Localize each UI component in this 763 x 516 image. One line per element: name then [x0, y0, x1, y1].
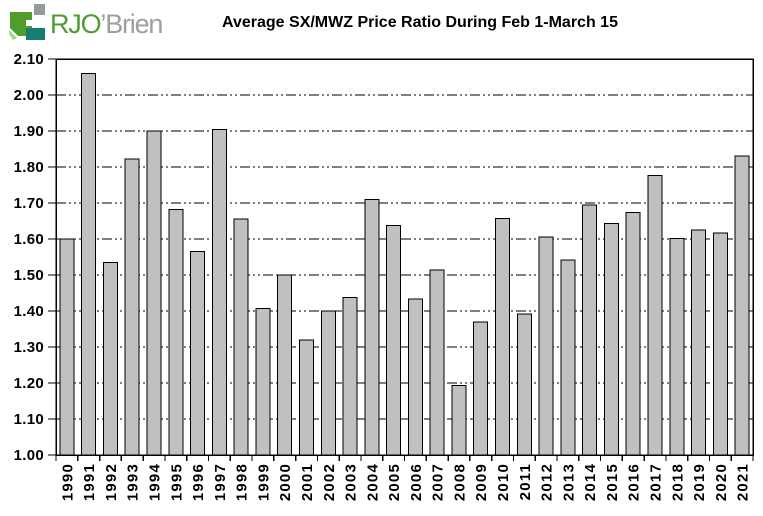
x-axis-label: 1990	[59, 463, 76, 501]
x-axis-label: 2008	[452, 463, 469, 501]
bar-2013	[560, 259, 576, 456]
bar-1992	[103, 261, 118, 456]
x-axis-label: 2004	[364, 463, 381, 501]
rjobrien-logo: RJO’Brien	[9, 3, 163, 43]
bar-2020	[712, 232, 728, 456]
y-axis-label: 1.40	[14, 303, 44, 320]
bar-2021	[734, 155, 750, 456]
bar-2012	[538, 236, 554, 456]
x-axis-label: 1994	[147, 463, 164, 501]
x-axis-label: 2013	[560, 463, 577, 501]
x-axis-label: 2001	[299, 463, 316, 501]
x-axis-label: 1996	[190, 463, 207, 501]
bar-1995	[168, 209, 184, 456]
logo-text-brien: ’Brien	[100, 9, 163, 39]
y-axis-label: 1.70	[14, 195, 44, 212]
bar-2006	[407, 298, 423, 456]
bar-2019	[691, 229, 706, 456]
y-axis-label: 1.10	[14, 411, 44, 428]
bar-2014	[582, 204, 598, 456]
x-axis-label: 1992	[103, 463, 120, 501]
bar-1997	[211, 129, 227, 456]
bar-2000	[277, 274, 293, 456]
x-axis-label: 2002	[321, 463, 338, 501]
bar-2011	[516, 313, 532, 456]
rjobrien-logo-icon	[9, 4, 45, 40]
x-axis-label: 2018	[669, 463, 686, 501]
x-axis-label: 2019	[691, 463, 708, 501]
x-axis-label: 1993	[125, 463, 142, 501]
bar-1991	[81, 72, 97, 456]
logo-lightgreen-fold	[9, 30, 17, 40]
x-axis-label: 2000	[277, 463, 294, 501]
x-axis-label: 1997	[212, 463, 229, 501]
bar-2008	[451, 385, 467, 456]
bar-2009	[473, 321, 489, 456]
x-axis-label: 2014	[582, 463, 599, 501]
bar-2002	[320, 310, 336, 456]
y-axis-label: 1.00	[14, 447, 44, 464]
x-axis-label: 2021	[735, 463, 752, 501]
bar-1993	[124, 158, 140, 456]
y-axis-label: 1.30	[14, 339, 44, 356]
y-axis-label: 1.60	[14, 231, 44, 248]
x-axis-label: 2009	[473, 463, 490, 501]
x-axis-label: 1995	[168, 463, 185, 501]
chart-title: Average SX/MWZ Price Ratio During Feb 1-…	[222, 14, 618, 31]
y-axis-label: 1.50	[14, 267, 44, 284]
x-axis-label: 2015	[604, 463, 621, 501]
x-axis-label: 1991	[81, 463, 98, 501]
bar-2016	[625, 211, 641, 456]
x-axis-label: 2006	[408, 463, 425, 501]
bar-1998	[233, 218, 249, 456]
y-axis-label: 2.10	[14, 51, 44, 68]
x-axis-label: 2020	[713, 463, 730, 501]
bar-1999	[255, 308, 271, 456]
x-axis-label: 1998	[234, 463, 251, 501]
bar-2007	[429, 269, 445, 456]
y-axis-label: 1.90	[14, 123, 44, 140]
bar-2010	[495, 218, 510, 456]
logo-slate-square	[34, 4, 45, 15]
x-axis-label: 2016	[626, 463, 643, 501]
y-axis-label: 2.00	[14, 87, 44, 104]
x-axis-label: 2010	[495, 463, 512, 501]
x-axis-label: 2005	[386, 463, 403, 501]
x-axis-label: 2017	[648, 463, 665, 501]
y-axis-label: 1.20	[14, 375, 44, 392]
bar-2015	[603, 223, 619, 456]
bar-2017	[647, 174, 663, 456]
x-axis-label: 1999	[255, 463, 272, 501]
logo-teal-square	[26, 28, 45, 40]
x-axis-label: 2007	[430, 463, 447, 501]
x-axis-label: 2003	[343, 463, 360, 501]
bar-2003	[342, 297, 358, 456]
bar-1996	[190, 251, 206, 456]
bar-2004	[364, 198, 380, 456]
x-axis-label: 2012	[539, 463, 556, 501]
bar-1994	[146, 130, 162, 456]
bar-2001	[299, 339, 314, 456]
logo-text-rjo: RJO	[50, 9, 102, 39]
y-axis-label: 1.80	[14, 159, 44, 176]
bar-2018	[669, 237, 685, 456]
bar-1990	[59, 238, 75, 456]
rjobrien-logo-text: RJO’Brien	[50, 9, 163, 39]
x-axis-label: 2011	[517, 463, 534, 500]
bar-2005	[386, 224, 402, 456]
